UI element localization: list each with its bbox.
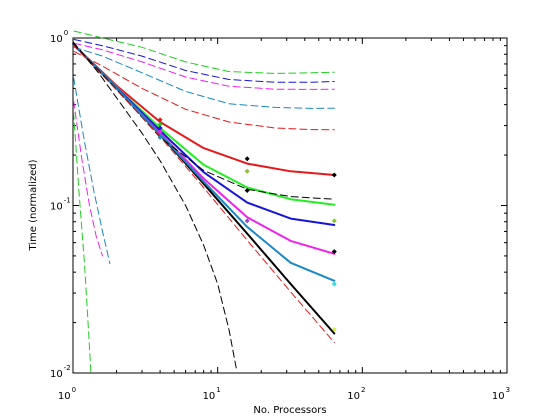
dashed-series-line-9 [73, 46, 335, 109]
dashed-series-line-11 [72, 42, 335, 200]
data-point-marker [157, 125, 163, 131]
data-point-marker [331, 326, 337, 332]
x-tick-label: 101 [203, 386, 221, 402]
data-point-marker [157, 134, 163, 140]
y-tick-label: 100 [50, 29, 68, 45]
marker-layer [157, 117, 337, 332]
data-point-marker [331, 172, 337, 178]
y-tick-label: 10-2 [50, 364, 71, 380]
x-tick-label: 103 [492, 386, 510, 402]
data-point-marker [244, 218, 250, 224]
y-axis-label: Time (normalized) [28, 159, 39, 251]
data-point-marker [244, 187, 250, 193]
data-point-marker [331, 281, 337, 287]
x-axis-ticks: 100 101 102 103 [58, 38, 510, 402]
data-point-marker [157, 129, 163, 135]
dashed-series-line-12 [72, 44, 335, 343]
dashed-series-line-10 [73, 51, 335, 131]
x-tick-label: 100 [58, 386, 76, 402]
solid-series-line-0 [72, 43, 336, 335]
solid-series-line-5 [72, 43, 336, 282]
dashed-series-line-7 [73, 39, 335, 83]
y-tick-label: 10-1 [50, 197, 71, 213]
data-point-marker [331, 218, 337, 224]
dashed-series-line-16 [73, 111, 92, 374]
data-point-marker [157, 117, 163, 123]
dashed-series-line-6 [73, 30, 335, 74]
solid-series-line-3 [72, 43, 336, 226]
dashed-series-line-8 [73, 42, 335, 90]
x-axis-label: No. Processors [253, 405, 326, 416]
dashed-series-line-15 [73, 100, 103, 257]
data-point-marker [244, 168, 250, 174]
dashed-series-line-14 [73, 77, 111, 265]
data-point-marker [157, 121, 163, 127]
dashed-series-line-13 [72, 41, 237, 370]
series-layer [72, 30, 336, 374]
solid-series-line-1 [72, 43, 336, 176]
data-point-marker [244, 156, 250, 162]
x-tick-label: 102 [347, 386, 365, 402]
y-axis-ticks: 10-2 10-1 100 [50, 29, 507, 380]
plot-frame [72, 37, 508, 374]
data-point-marker [331, 249, 337, 255]
